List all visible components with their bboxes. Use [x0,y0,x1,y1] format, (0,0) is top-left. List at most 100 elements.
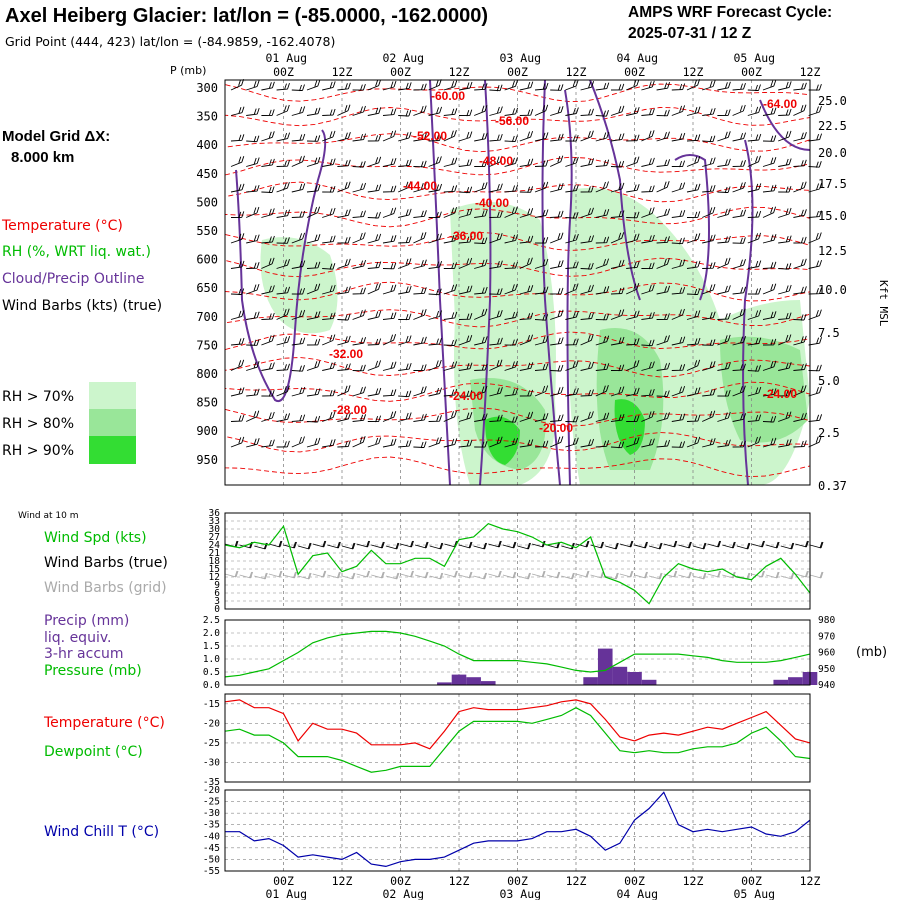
wind-barb [443,284,458,295]
temperature-contour [224,407,811,427]
wind-barb [656,285,671,295]
time-tick-label: 12Z [566,65,587,79]
wind-barb [413,413,427,422]
cloud-outline [589,79,641,301]
wind-barb [565,338,579,346]
pressure-label: Pressure (mb) [44,663,142,679]
wind-barb [762,437,777,448]
wind-barb [276,308,290,320]
wind-barb [747,260,762,269]
wind-barb [322,284,336,295]
wind-barb [626,283,640,295]
wind-barb [762,261,777,269]
wind-barb [352,105,366,116]
wind-barb [626,261,640,269]
wind-barb-grid [268,570,283,578]
wind-barb [686,288,701,296]
wind-barb-grid [224,570,239,578]
wind-barb [550,436,564,448]
wind-barb [534,412,549,422]
y-tick-label: -35 [203,777,220,788]
wind-barb [276,286,291,295]
wind-barb [474,308,488,320]
wind-barb [732,308,746,320]
wind-barb [534,132,549,142]
pressure-tick-label: 970 [818,631,835,642]
wind-barb [291,386,306,397]
wind-barb [458,439,473,448]
temperature-contour [224,381,811,402]
wind-barb [261,439,275,448]
wind-barb-grid [605,572,619,580]
wind-barb [656,131,670,142]
wind-barb [778,158,792,167]
wind-barb [565,360,579,371]
wind-barb-grid [414,571,429,579]
wind-barb [641,234,655,244]
time-tick-label: 00Z [390,874,411,888]
wind-barb [778,334,792,346]
wind-barb [519,109,534,116]
wind-barb [580,130,594,142]
model-grid-value: 8.000 km [11,149,74,166]
wind-barb [443,234,458,244]
wind-barb [793,335,807,346]
wind-barb [641,157,655,167]
wind-barb [337,412,351,422]
wind-barb [550,133,564,142]
temperature-contour [224,231,811,251]
wind-barb [610,287,625,295]
wind-chill-label: Wind Chill T (°C) [44,824,159,840]
time-tick-label: 12Z [449,65,470,79]
wind-barb [717,208,731,218]
wind-barb-true [619,540,634,548]
wind-barb-grid [283,571,297,579]
wind-barb [565,79,579,91]
wind-barb [808,161,822,168]
wind-barb [230,211,245,219]
date-tick-label: 03 Aug [500,887,542,900]
wind-barb [793,104,807,116]
wind-barb [246,311,260,320]
wind-barb [580,207,594,218]
wind-barb-true [634,541,648,549]
wind-barb [474,440,488,448]
wind-barb [671,160,686,168]
wind-barb [550,337,564,346]
wind-barb [808,83,822,91]
time-axis-bottom: 00Z 12Z 00Z 12Z 00Z 12Z 00Z 12Z 00Z 12Z 01 Aug 02 A… [266,874,821,900]
precip-pressure-panel: 2.5 2.0 1.5 1.0 0.5 0.0 980 970 960 950 940 [203,615,836,691]
date-tick-label: 02 Aug [383,887,425,900]
wind-barb [352,133,367,142]
wind-barb [610,105,625,116]
temperature-contour-label: -24.00 [449,389,483,403]
wind-barb-true [648,542,663,550]
wind-barb [732,160,746,167]
wind-barb [671,83,686,91]
wind-barb [702,262,716,269]
wind-barb [261,131,275,142]
wind-barb [686,387,701,397]
legend-rh70-label: RH > 70% [2,389,74,405]
wind-barb [306,437,321,448]
wind-barb [306,234,321,244]
y-tick-label: -40 [203,831,220,842]
wind-barb [519,208,534,218]
wind-barb [474,259,488,269]
wind-barb [747,309,762,320]
wind-barb [352,309,366,320]
wind-barb [565,283,579,295]
wind-barb [428,156,442,167]
wind-barb [656,82,671,91]
y-tick-label: 2.0 [203,628,220,639]
wind-barb [671,209,686,218]
wind-barb [291,337,306,346]
wind-barb [534,314,549,321]
wind-barb [443,108,458,116]
wind-barb [413,364,427,372]
wind-barb [413,287,427,295]
wind-barb-grid [765,571,780,579]
wind-barb [808,259,823,269]
wind-barb [489,133,503,142]
wind-barb [246,184,260,193]
